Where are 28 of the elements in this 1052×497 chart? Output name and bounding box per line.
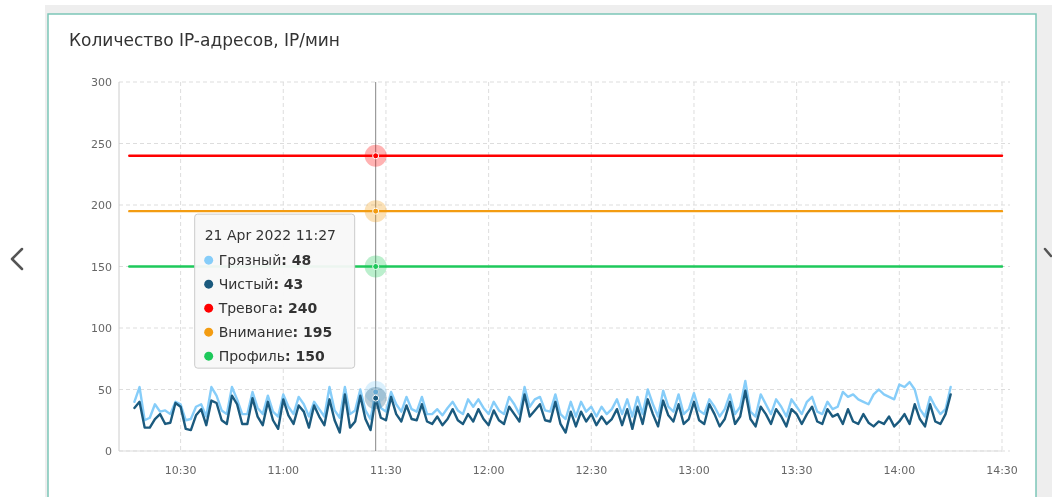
annotation: : 195 [292, 324, 333, 341]
x-tick-label: 10:30 [164, 464, 197, 477]
point [364, 144, 387, 167]
x-tick-label: 12:30 [575, 464, 608, 477]
x-tick-label: 14:00 [883, 464, 916, 477]
annotation: : 43 [273, 276, 304, 293]
x-tick-label: 11:30 [370, 464, 402, 477]
y-tick-label: 50 [98, 383, 112, 397]
x-tick-label: 12:00 [472, 464, 505, 477]
y-tick-label: 100 [91, 322, 112, 335]
y-tick-label: 200 [91, 199, 112, 212]
point [364, 255, 387, 278]
annotation: 21 Apr 2022 11:27 [204, 227, 337, 244]
x-tick-label: 13:00 [678, 464, 710, 477]
line-series [133, 379, 952, 422]
y-tick-label: 0 [105, 445, 112, 458]
y-tick-label: 150 [91, 260, 112, 274]
point [364, 387, 387, 410]
chart-title: Количество IP-адресов, IP/мин [69, 30, 340, 50]
y-tick-label: 250 [91, 137, 112, 151]
point [364, 200, 387, 223]
x-tick-label: 11:00 [267, 464, 300, 477]
x-tick-label: 14:30 [986, 464, 1018, 477]
annotation: : 48 [281, 252, 312, 269]
annotation: : 150 [284, 348, 325, 365]
y-tick-label: 300 [91, 76, 112, 89]
annotation: : 240 [277, 300, 318, 317]
x-tick-label: 13:30 [780, 464, 813, 477]
